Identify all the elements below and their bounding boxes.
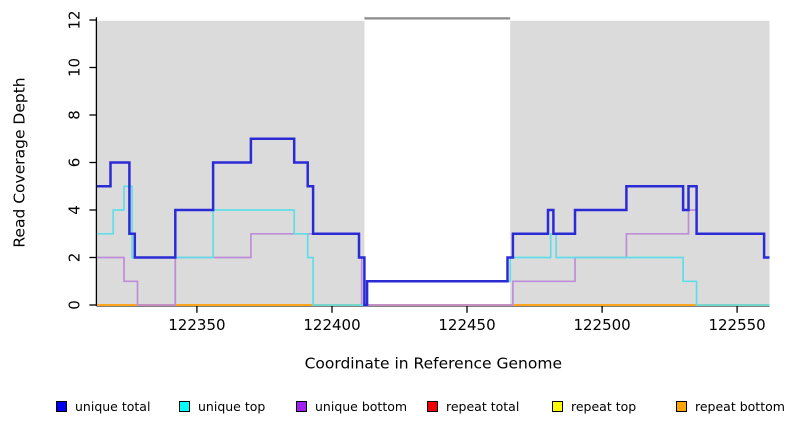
series-unique-bottom xyxy=(97,209,770,306)
legend-swatch-unique-top xyxy=(179,400,190,412)
y-tick-label: 2 xyxy=(66,253,84,263)
legend-swatch-unique-total xyxy=(56,400,67,412)
legend-item-unique-bottom: unique bottom xyxy=(296,396,407,416)
x-tick-label: 122400 xyxy=(303,316,360,334)
y-axis-title: Read Coverage Depth xyxy=(11,77,29,247)
y-tick-label: 12 xyxy=(66,10,84,29)
x-tick-label: 122500 xyxy=(573,316,630,334)
y-tick-label: 6 xyxy=(66,158,84,168)
legend: unique total unique top unique bottom re… xyxy=(0,396,792,420)
legend-item-unique-top: unique top xyxy=(179,396,265,416)
legend-label: repeat top xyxy=(571,398,637,414)
x-tick-label: 122550 xyxy=(708,316,765,334)
legend-swatch-unique-bottom xyxy=(296,400,307,412)
legend-swatch-repeat-top xyxy=(552,400,563,412)
series-unique-top xyxy=(97,185,770,306)
legend-item-unique-total: unique total xyxy=(56,396,150,416)
legend-label: repeat bottom xyxy=(695,398,785,414)
series-unique-total xyxy=(97,137,770,307)
y-tick-label: 0 xyxy=(66,300,84,310)
legend-label: unique bottom xyxy=(315,398,408,414)
shaded-region-2 xyxy=(510,20,770,306)
legend-swatch-repeat-total xyxy=(427,400,438,412)
legend-label: unique top xyxy=(198,398,266,414)
y-tick-label: 10 xyxy=(66,58,84,77)
y-tick-label: 4 xyxy=(66,205,84,215)
legend-item-repeat-top: repeat top xyxy=(552,396,636,416)
coverage-chart: 0 2 4 6 8 10 12 122350 122400 122450 122500 122550 C… xyxy=(11,10,770,373)
x-axis-title: Coordinate in Reference Genome xyxy=(305,355,562,373)
legend-label: unique total xyxy=(75,398,151,414)
x-tick-label: 122450 xyxy=(438,316,495,334)
y-tick-label: 8 xyxy=(66,110,84,120)
legend-swatch-repeat-bottom xyxy=(676,400,687,412)
legend-label: repeat total xyxy=(446,398,520,414)
legend-item-repeat-total: repeat total xyxy=(427,396,519,416)
x-tick-label: 122350 xyxy=(168,316,225,334)
legend-item-repeat-bottom: repeat bottom xyxy=(676,396,785,416)
